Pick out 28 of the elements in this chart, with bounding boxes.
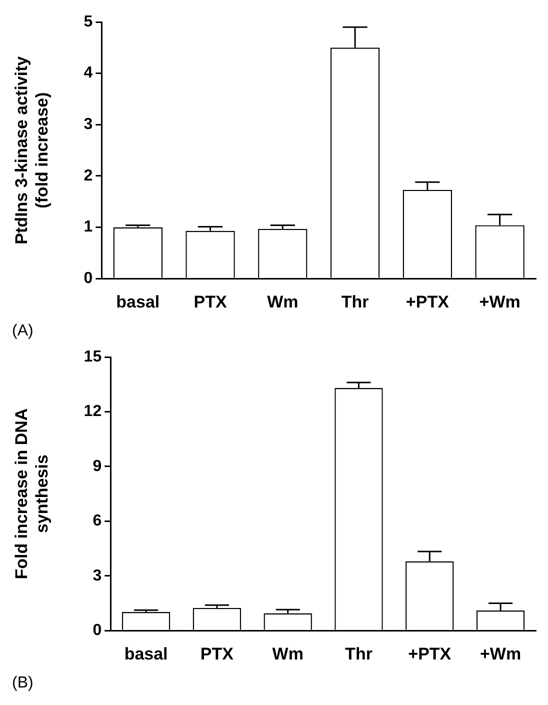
y-tick-label: 5 bbox=[84, 13, 93, 30]
x-tick-label: Thr bbox=[341, 292, 370, 312]
text: (B) bbox=[12, 674, 34, 692]
y-tick-label: 1 bbox=[84, 218, 93, 236]
x-tick-label: basal bbox=[116, 292, 160, 312]
x-tick-label: Thr bbox=[345, 644, 373, 664]
x-tick-label: +Wm bbox=[479, 292, 520, 312]
y-tick-label: 4 bbox=[84, 64, 93, 82]
x-tick-label: basal bbox=[124, 644, 168, 664]
y-tick-label: 2 bbox=[84, 167, 93, 184]
y-axis-title: Fold increase in DNA synthesis bbox=[12, 408, 52, 580]
y-tick-label: 6 bbox=[92, 512, 102, 530]
x-tick-label: +Wm bbox=[480, 644, 522, 664]
x-tick-label: Wm bbox=[267, 292, 298, 312]
text: (A) bbox=[12, 322, 34, 340]
x-tick-label: PTX bbox=[200, 644, 234, 664]
y-tick-label: 3 bbox=[92, 567, 102, 584]
y-tick-label: 3 bbox=[84, 116, 93, 134]
x-tick-label: PTX bbox=[194, 292, 228, 312]
x-tick-label: +PTX bbox=[406, 292, 450, 312]
x-tick-label: Wm bbox=[272, 644, 304, 664]
y-tick-label: 0 bbox=[84, 270, 93, 288]
y-tick-label: 9 bbox=[92, 458, 102, 475]
y-tick-label: 15 bbox=[84, 348, 102, 366]
x-tick-label: +PTX bbox=[408, 644, 452, 664]
y-tick-label: 0 bbox=[92, 622, 102, 640]
y-tick-label: 12 bbox=[84, 403, 102, 420]
y-axis-title: PtdIns 3-kinase activity (fold increase) bbox=[12, 56, 52, 244]
